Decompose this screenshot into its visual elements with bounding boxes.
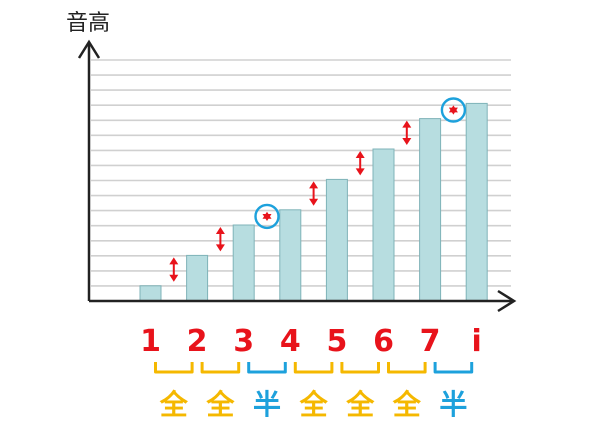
interval-arrow-head-up xyxy=(355,151,365,158)
step-bracket xyxy=(387,362,427,374)
step-label: 全 xyxy=(299,388,329,421)
interval-arrow-head-down xyxy=(262,214,272,221)
interval-arrow-head-down xyxy=(169,274,179,282)
interval-arrow-head-down xyxy=(309,198,319,206)
interval-arrow xyxy=(254,203,280,230)
pitch-bar xyxy=(139,285,162,302)
note-label: 7 xyxy=(420,324,441,359)
step-bracket xyxy=(200,362,241,374)
step-label: 全 xyxy=(345,388,375,421)
pitch-bar xyxy=(419,118,442,302)
interval-arrow-head-up xyxy=(309,181,319,189)
y-axis-label: 音高 xyxy=(66,11,110,36)
note-label: 3 xyxy=(233,324,254,359)
step-bracket xyxy=(293,362,334,374)
pitch-bar xyxy=(279,209,302,302)
pitch-bar xyxy=(372,148,395,302)
note-label: 6 xyxy=(373,324,394,359)
step-brackets xyxy=(154,362,474,374)
note-label: i xyxy=(472,324,482,359)
step-bracket xyxy=(433,362,474,374)
step-bracket xyxy=(340,362,380,374)
step-label: 全 xyxy=(205,388,235,421)
interval-arrow-head-up xyxy=(169,257,179,265)
y-axis-arrowhead xyxy=(77,39,101,59)
pitch-bar xyxy=(325,178,348,302)
step-label: 半 xyxy=(253,388,281,421)
interval-arrow xyxy=(215,227,225,252)
note-label: 4 xyxy=(280,324,301,359)
pitch-bar xyxy=(465,102,488,302)
step-labels: 全全半全全全半 xyxy=(159,388,468,421)
interval-arrow xyxy=(169,257,179,282)
note-label: 2 xyxy=(187,324,208,359)
interval-arrow-head-down xyxy=(448,107,458,115)
interval-arrow xyxy=(440,97,467,123)
note-label: 1 xyxy=(140,324,161,359)
axes: 音高 xyxy=(66,11,517,313)
interval-arrow-head-up xyxy=(215,227,225,234)
step-label: 全 xyxy=(159,388,189,421)
pitch-bars xyxy=(139,102,488,302)
interval-arrow-head-down xyxy=(402,138,412,145)
half-step-highlight xyxy=(254,203,280,230)
half-step-highlight xyxy=(440,97,467,123)
note-label: 5 xyxy=(326,324,347,359)
step-bracket xyxy=(154,362,194,374)
interval-arrow xyxy=(355,151,365,176)
interval-arrow xyxy=(309,181,319,206)
interval-arrow-head-up xyxy=(402,120,412,128)
interval-arrow-head-down xyxy=(355,168,365,176)
interval-arrow xyxy=(402,120,412,145)
x-axis-arrowhead xyxy=(497,289,517,313)
pitch-bar xyxy=(232,224,255,302)
interval-arrow-head-down xyxy=(215,244,225,252)
interval-arrows xyxy=(169,97,467,282)
pitch-bar xyxy=(186,254,209,302)
step-bracket xyxy=(247,362,287,374)
step-label: 全 xyxy=(392,388,422,421)
step-label: 半 xyxy=(439,388,467,421)
